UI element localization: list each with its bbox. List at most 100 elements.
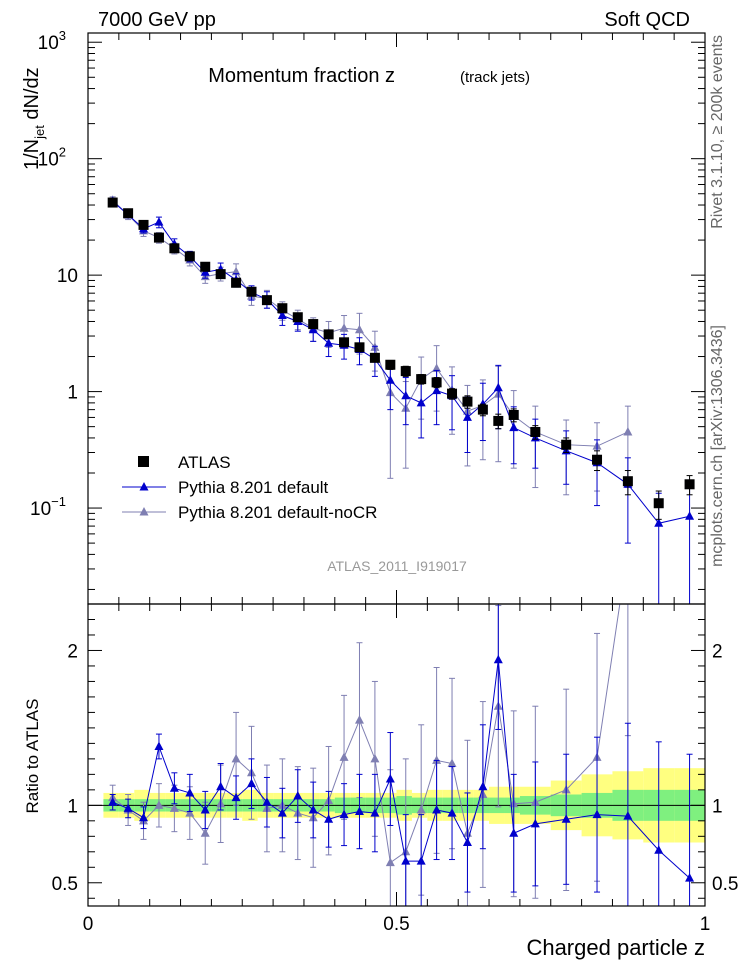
ratio-data-point <box>123 803 133 812</box>
ratio-data-point <box>623 811 633 820</box>
data-point <box>684 479 695 490</box>
ratio-data-point <box>231 792 241 802</box>
data-point <box>261 295 272 306</box>
data-point <box>277 303 288 314</box>
ratio-data-point <box>416 856 426 865</box>
data-point <box>292 312 303 323</box>
ratio-data-point <box>354 715 364 724</box>
ratio-data-point <box>293 791 303 800</box>
ratio-data-point <box>370 808 380 817</box>
data-point <box>153 232 164 243</box>
ratio-y-tick-label-right: 1 <box>712 796 723 817</box>
ratio-data-point <box>561 814 571 823</box>
data-point <box>416 374 427 385</box>
ratio-data-point <box>462 837 472 847</box>
ratio-ylabel: Ratio to ATLAS <box>23 699 42 814</box>
data-point <box>509 422 519 432</box>
ratio-data-point <box>432 804 442 814</box>
main-ylabel: 1/Njet dN/dz <box>21 67 47 170</box>
ratio-y-tick-label: 0.5 <box>52 874 78 895</box>
ratio-data-point <box>154 741 164 750</box>
data-point <box>385 359 396 370</box>
ratio-data-point <box>247 778 257 788</box>
data-point <box>508 409 519 420</box>
series-line <box>112 200 690 524</box>
data-point <box>462 396 473 407</box>
data-point <box>339 337 350 348</box>
ratio-data-point <box>447 808 457 817</box>
svg-text:1/Njet dN/dz: 1/Njet dN/dz <box>21 67 47 170</box>
ratio-data-point <box>530 818 540 828</box>
ratio-data-point <box>370 753 380 763</box>
x-tick-label: 1 <box>700 914 711 935</box>
data-point <box>462 412 472 421</box>
ratio-data-point <box>231 753 241 763</box>
energy-label: 7000 GeV pp <box>98 9 216 31</box>
chart-subtitle: (track jets) <box>460 69 530 86</box>
legend-marker <box>139 507 149 516</box>
ratio-y-tick-label: 1 <box>67 796 78 817</box>
data-point <box>493 382 503 392</box>
data-point <box>107 197 118 208</box>
ratio-data-point <box>416 804 426 814</box>
data-point <box>401 390 411 400</box>
data-point <box>138 219 149 230</box>
ratio-data-point <box>216 781 226 791</box>
rivet-label: Rivet 3.1.10, ≥ 200k events <box>709 35 726 229</box>
ratio-data-point <box>447 758 457 768</box>
data-point <box>184 251 195 262</box>
ratio-y-tick-label: 2 <box>67 641 78 662</box>
ratio-data-point <box>478 781 488 791</box>
data-point <box>169 243 180 254</box>
ratio-data-point <box>509 828 519 837</box>
data-point <box>416 397 426 407</box>
data-point <box>324 338 334 347</box>
ratio-data-point <box>169 783 179 792</box>
data-point <box>530 426 541 437</box>
data-point <box>308 319 319 330</box>
ratio-data-point <box>685 873 695 882</box>
ratio-y-tick-label-right: 0.5 <box>712 874 738 895</box>
data-point <box>339 323 349 332</box>
ratio-data-point <box>493 654 503 664</box>
legend-label: Pythia 8.201 default-noCR <box>178 503 377 522</box>
ratio-frame <box>87 603 706 907</box>
data-point <box>561 439 572 450</box>
ratio-data-point <box>200 828 210 837</box>
ratio-data-point <box>654 845 664 854</box>
data-point <box>432 385 442 395</box>
ratio-data-point <box>339 752 349 761</box>
data-point <box>277 310 287 320</box>
chart-title: Momentum fraction z <box>208 65 395 87</box>
data-point <box>369 352 380 363</box>
ratio-data-point <box>385 857 395 867</box>
x-tick-label: 0 <box>83 914 94 935</box>
x-tick-label: 0.5 <box>383 914 409 935</box>
data-point <box>123 208 134 219</box>
ratio-series-line <box>112 659 690 879</box>
data-point <box>685 511 695 520</box>
data-point <box>385 375 395 384</box>
data-point <box>215 269 226 280</box>
process-label: Soft QCD <box>604 9 690 31</box>
data-point <box>431 377 442 388</box>
ratio-data-point <box>401 856 411 865</box>
data-point <box>654 518 664 527</box>
data-point <box>447 388 458 399</box>
data-point <box>231 277 242 288</box>
ratio-data-point <box>623 545 632 554</box>
data-point <box>246 286 257 297</box>
data-point <box>400 366 411 377</box>
data-point <box>623 426 633 436</box>
data-point <box>592 454 603 465</box>
y-tick-label: 10 <box>57 266 78 287</box>
data-point <box>477 404 488 415</box>
y-tick-label: 10−1 <box>30 494 66 520</box>
ratio-data-point <box>324 814 334 823</box>
legend-marker <box>138 456 149 467</box>
ratio-data-point <box>592 809 602 819</box>
ratio-data-point <box>262 797 272 806</box>
y-tick-label: 1 <box>67 383 78 404</box>
ratio-y-tick-label-right: 2 <box>712 641 723 662</box>
ratio-data-point <box>185 787 195 797</box>
